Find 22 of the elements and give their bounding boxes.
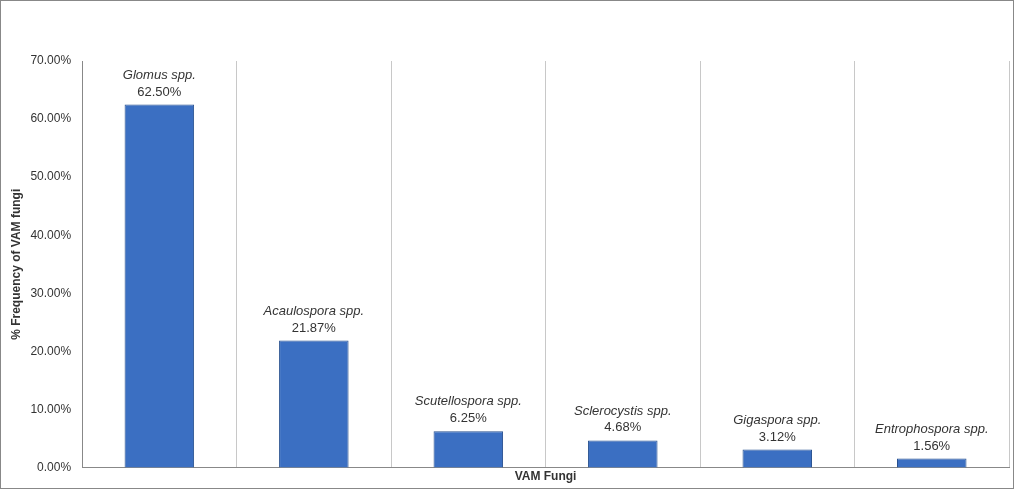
x-tick-label: Entrophospora spp.: [875, 420, 989, 436]
y-axis-title: % Frequency of VAM fungi: [8, 188, 23, 340]
data-label: 6.25%: [449, 410, 488, 426]
data-label: 1.56%: [913, 437, 951, 453]
x-axis-title: VAM Fungi: [514, 469, 577, 484]
y-tick-label: 0.00%: [37, 459, 72, 474]
x-tick-label: Sclerocystis spp.: [574, 402, 672, 418]
y-tick-label: 40.00%: [30, 227, 72, 242]
data-label: 62.50%: [137, 83, 182, 99]
data-label: 3.12%: [758, 428, 797, 444]
y-tick-label: 50.00%: [30, 169, 72, 184]
data-label: 21.87%: [291, 319, 337, 335]
y-tick-label: 70.00%: [30, 53, 72, 68]
x-tick-label: Acaulospora spp.: [262, 302, 365, 318]
y-tick-label: 10.00%: [30, 401, 72, 416]
data-label: 4.68%: [604, 419, 642, 435]
y-tick-label: 20.00%: [30, 343, 72, 358]
y-tick-label: 30.00%: [30, 285, 72, 300]
y-tick-label: 60.00%: [30, 111, 72, 126]
x-tick-label: Glomus spp.: [122, 66, 196, 82]
x-tick-label: Gigaspora spp.: [733, 411, 822, 427]
x-tick-label: Scutellospora spp.: [414, 393, 522, 409]
